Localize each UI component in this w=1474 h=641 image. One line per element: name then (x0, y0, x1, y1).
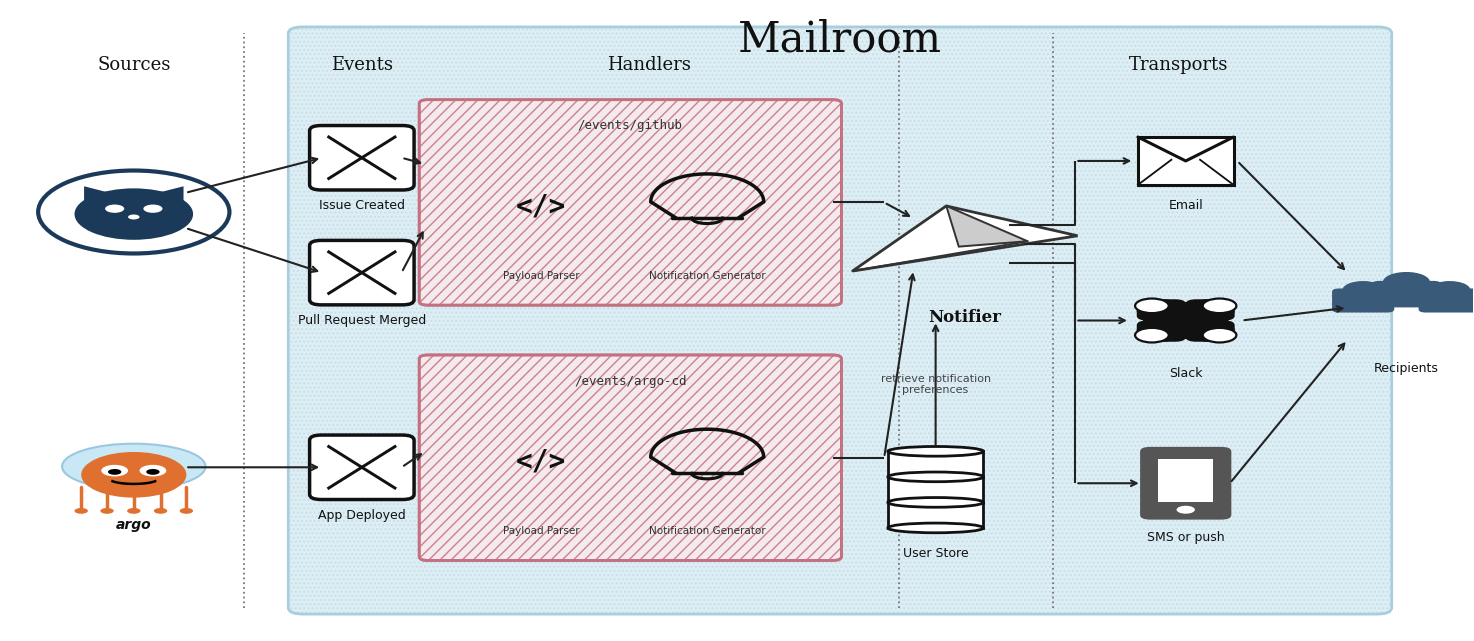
Polygon shape (946, 206, 1027, 247)
Text: Pull Request Merged: Pull Request Merged (298, 314, 426, 327)
Bar (1138, 137, 1234, 185)
Circle shape (81, 452, 186, 497)
Circle shape (1154, 333, 1175, 342)
FancyBboxPatch shape (310, 435, 414, 499)
Text: Notification Generator: Notification Generator (649, 271, 765, 281)
Text: retrieve notification
preferences: retrieve notification preferences (880, 374, 991, 395)
Text: </>: </> (516, 447, 566, 476)
Text: App Deployed: App Deployed (318, 509, 405, 522)
Circle shape (1203, 299, 1237, 313)
Circle shape (146, 469, 159, 475)
FancyBboxPatch shape (1142, 299, 1185, 342)
Text: Slack: Slack (1169, 367, 1203, 380)
FancyBboxPatch shape (310, 126, 414, 190)
Text: Notifier: Notifier (929, 309, 1001, 326)
Circle shape (38, 171, 230, 253)
FancyBboxPatch shape (1418, 288, 1474, 313)
Text: Mailroom: Mailroom (738, 19, 942, 61)
FancyBboxPatch shape (289, 27, 1391, 614)
Circle shape (1154, 299, 1175, 308)
Circle shape (127, 508, 140, 514)
Polygon shape (150, 187, 184, 203)
Ellipse shape (62, 444, 205, 489)
Text: Transports: Transports (1129, 56, 1228, 74)
Text: </>: </> (516, 192, 566, 221)
Circle shape (1176, 506, 1195, 513)
Circle shape (1343, 281, 1384, 299)
Circle shape (1213, 306, 1235, 316)
Text: Payload Parser: Payload Parser (503, 271, 579, 281)
Ellipse shape (887, 523, 983, 533)
Circle shape (1197, 299, 1218, 308)
Bar (887, 503, 983, 528)
Text: SMS or push: SMS or push (1147, 531, 1225, 544)
Circle shape (1428, 281, 1471, 299)
Circle shape (1197, 333, 1218, 342)
FancyBboxPatch shape (1136, 320, 1235, 339)
FancyBboxPatch shape (1185, 299, 1228, 342)
Text: Events: Events (330, 56, 394, 74)
Text: Notification Generator: Notification Generator (649, 526, 765, 536)
Circle shape (153, 508, 167, 514)
Text: /events/github: /events/github (578, 119, 682, 132)
Circle shape (75, 188, 193, 240)
Polygon shape (852, 206, 1077, 271)
FancyBboxPatch shape (310, 240, 414, 305)
Circle shape (102, 465, 128, 476)
Text: Handlers: Handlers (607, 56, 691, 74)
Text: Payload Parser: Payload Parser (503, 526, 579, 536)
FancyBboxPatch shape (419, 355, 842, 560)
Bar (887, 451, 983, 477)
Polygon shape (84, 187, 116, 203)
Circle shape (100, 508, 113, 514)
Bar (1159, 459, 1213, 503)
Circle shape (108, 469, 121, 475)
Circle shape (1135, 328, 1169, 342)
Text: /events/argo-cd: /events/argo-cd (573, 374, 687, 388)
Circle shape (1383, 272, 1430, 292)
FancyBboxPatch shape (1136, 302, 1235, 320)
Text: argo: argo (116, 517, 152, 531)
Circle shape (1136, 306, 1159, 316)
Circle shape (180, 508, 193, 514)
Text: Issue Created: Issue Created (318, 199, 405, 212)
Circle shape (140, 465, 167, 476)
FancyBboxPatch shape (1372, 281, 1440, 308)
Circle shape (1136, 325, 1159, 335)
Circle shape (75, 508, 88, 514)
Ellipse shape (887, 447, 983, 456)
FancyBboxPatch shape (1139, 447, 1231, 520)
Bar (887, 477, 983, 503)
Ellipse shape (887, 497, 983, 507)
Circle shape (105, 204, 124, 213)
Text: Recipients: Recipients (1374, 362, 1439, 375)
Ellipse shape (887, 472, 983, 482)
Text: Email: Email (1169, 199, 1203, 212)
FancyBboxPatch shape (419, 99, 842, 305)
Text: Sources: Sources (97, 56, 171, 74)
FancyBboxPatch shape (1332, 288, 1394, 313)
Text: User Store: User Store (902, 547, 968, 560)
Circle shape (1213, 325, 1235, 335)
Circle shape (128, 215, 140, 219)
Circle shape (1135, 299, 1169, 313)
Circle shape (1203, 328, 1237, 342)
Circle shape (143, 204, 162, 213)
